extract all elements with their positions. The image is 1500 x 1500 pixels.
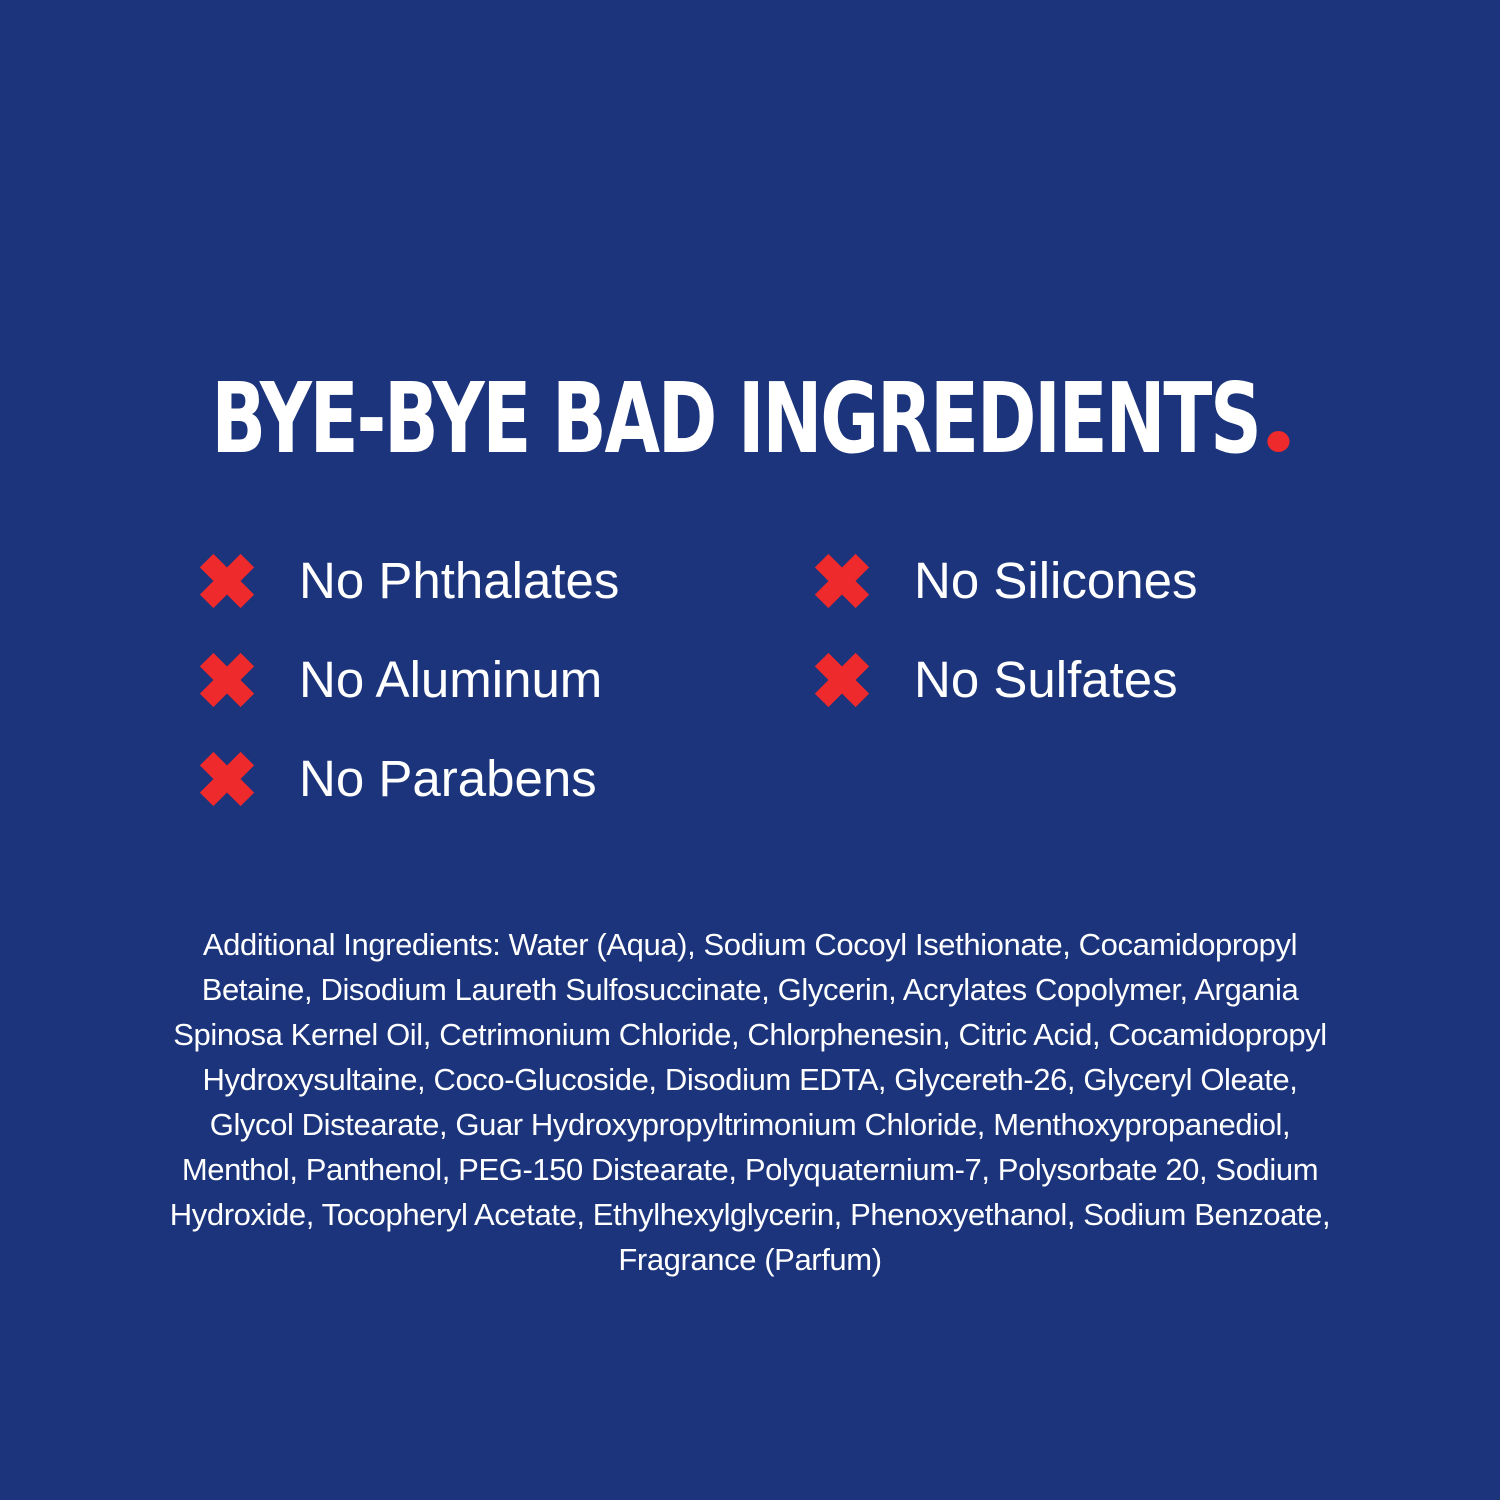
claims-right-column: No Silicones No Sulfates bbox=[812, 550, 1197, 748]
claim-label: No Sulfates bbox=[914, 651, 1178, 708]
claim-no-aluminum: No Aluminum bbox=[197, 649, 619, 711]
claim-label: No Silicones bbox=[914, 552, 1198, 609]
headline: BYE-BYE BAD INGREDIENTS. bbox=[0, 370, 1500, 467]
x-icon bbox=[814, 652, 870, 708]
claims-left-column: No Phthalates No Aluminum No Parabens bbox=[197, 550, 619, 847]
x-icon bbox=[199, 652, 255, 708]
additional-ingredients-text: Additional Ingredients: Water (Aqua), So… bbox=[169, 927, 1331, 1277]
x-icon bbox=[199, 751, 255, 807]
claim-no-sulfates: No Sulfates bbox=[812, 649, 1197, 711]
claim-no-parabens: No Parabens bbox=[197, 748, 619, 810]
claim-no-silicones: No Silicones bbox=[812, 550, 1197, 612]
headline-period-dot: . bbox=[1266, 431, 1289, 452]
claim-no-phthalates: No Phthalates bbox=[197, 550, 619, 612]
claim-label: No Parabens bbox=[299, 750, 597, 807]
x-icon bbox=[199, 553, 255, 609]
x-icon bbox=[814, 553, 870, 609]
claim-label: No Phthalates bbox=[299, 552, 620, 609]
headline-inner: BYE-BYE BAD INGREDIENTS. bbox=[211, 370, 1289, 467]
claim-label: No Aluminum bbox=[299, 651, 603, 708]
headline-text: BYE-BYE BAD INGREDIENTS bbox=[211, 362, 1261, 475]
